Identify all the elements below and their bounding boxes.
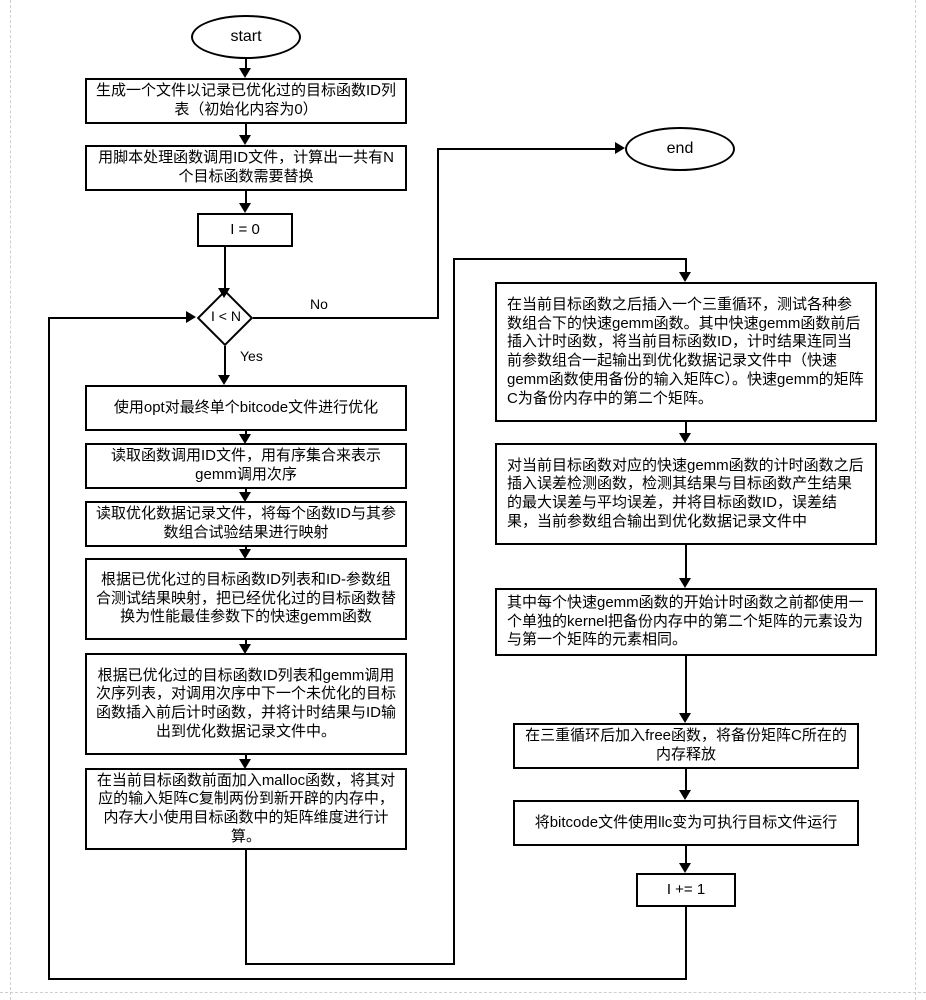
text: I += 1 bbox=[667, 881, 705, 900]
text: 将bitcode文件使用llc变为可执行目标文件运行 bbox=[535, 814, 838, 833]
box-triple-loop: 在当前目标函数之后插入一个三重循环，测试各种参数组合下的快速gemm函数。其中快… bbox=[495, 282, 877, 422]
box-i-inc: I += 1 bbox=[636, 873, 736, 907]
edge-yes: Yes bbox=[240, 348, 263, 364]
box-malloc: 在当前目标函数前面加入malloc函数，将其对应的输入矩阵C复制两份到新开辟的内… bbox=[85, 768, 407, 850]
text: 在当前目标函数之后插入一个三重循环，测试各种参数组合下的快速gemm函数。其中快… bbox=[507, 296, 865, 409]
box-free: 在三重循环后加入free函数，将备份矩阵C所在的内存释放 bbox=[513, 723, 859, 769]
text: Yes bbox=[240, 348, 263, 364]
text: 生成一个文件以记录已优化过的目标函数ID列表（初始化内容为0） bbox=[95, 82, 397, 120]
text: 在三重循环后加入free函数，将备份矩阵C所在的内存释放 bbox=[523, 727, 849, 765]
box-kernel-copy: 其中每个快速gemm函数的开始计时函数之前都使用一个单独的kernel把备份内存… bbox=[495, 588, 877, 656]
edge-no: No bbox=[310, 296, 328, 312]
box-read-optdata: 读取优化数据记录文件，将每个函数ID与其参数组合试验结果进行映射 bbox=[85, 501, 407, 547]
text: I < N bbox=[211, 308, 241, 324]
text: 读取函数调用ID文件，用有序集合来表示gemm调用次序 bbox=[95, 447, 397, 485]
end-label: end bbox=[667, 139, 694, 159]
text: 根据已优化过的目标函数ID列表和ID-参数组合测试结果映射，把已经优化过的目标函… bbox=[95, 571, 397, 627]
text: 用脚本处理函数调用ID文件，计算出一共有N个目标函数需要替换 bbox=[95, 149, 397, 187]
text: 根据已优化过的目标函数ID列表和gemm调用次序列表，对调用次序中下一个未优化的… bbox=[95, 667, 397, 742]
terminator-start: start bbox=[191, 15, 301, 59]
text: 使用opt对最终单个bitcode文件进行优化 bbox=[114, 399, 378, 418]
text: 对当前目标函数对应的快速gemm函数的计时函数之后插入误差检测函数，检测其结果与… bbox=[507, 457, 865, 532]
box-gen-file: 生成一个文件以记录已优化过的目标函数ID列表（初始化内容为0） bbox=[85, 78, 407, 124]
text: I = 0 bbox=[230, 221, 260, 240]
box-opt-bitcode: 使用opt对最终单个bitcode文件进行优化 bbox=[85, 385, 407, 431]
box-error-check: 对当前目标函数对应的快速gemm函数的计时函数之后插入误差检测函数，检测其结果与… bbox=[495, 443, 877, 545]
text: 其中每个快速gemm函数的开始计时函数之前都使用一个单独的kernel把备份内存… bbox=[507, 594, 865, 650]
text: No bbox=[310, 296, 328, 312]
box-i-zero: I = 0 bbox=[197, 213, 293, 247]
terminator-end: end bbox=[625, 127, 735, 171]
box-llc-run: 将bitcode文件使用llc变为可执行目标文件运行 bbox=[513, 800, 859, 846]
box-script-count: 用脚本处理函数调用ID文件，计算出一共有N个目标函数需要替换 bbox=[85, 145, 407, 191]
text: 在当前目标函数前面加入malloc函数，将其对应的输入矩阵C复制两份到新开辟的内… bbox=[95, 772, 397, 847]
decision-label: I < N bbox=[203, 308, 249, 324]
box-read-id: 读取函数调用ID文件，用有序集合来表示gemm调用次序 bbox=[85, 443, 407, 489]
text: 读取优化数据记录文件，将每个函数ID与其参数组合试验结果进行映射 bbox=[95, 505, 397, 543]
box-replace-gemm: 根据已优化过的目标函数ID列表和ID-参数组合测试结果映射，把已经优化过的目标函… bbox=[85, 558, 407, 640]
flowchart-canvas: start 生成一个文件以记录已优化过的目标函数ID列表（初始化内容为0） 用脚… bbox=[0, 0, 926, 1000]
box-insert-timer: 根据已优化过的目标函数ID列表和gemm调用次序列表，对调用次序中下一个未优化的… bbox=[85, 653, 407, 755]
start-label: start bbox=[230, 27, 261, 47]
